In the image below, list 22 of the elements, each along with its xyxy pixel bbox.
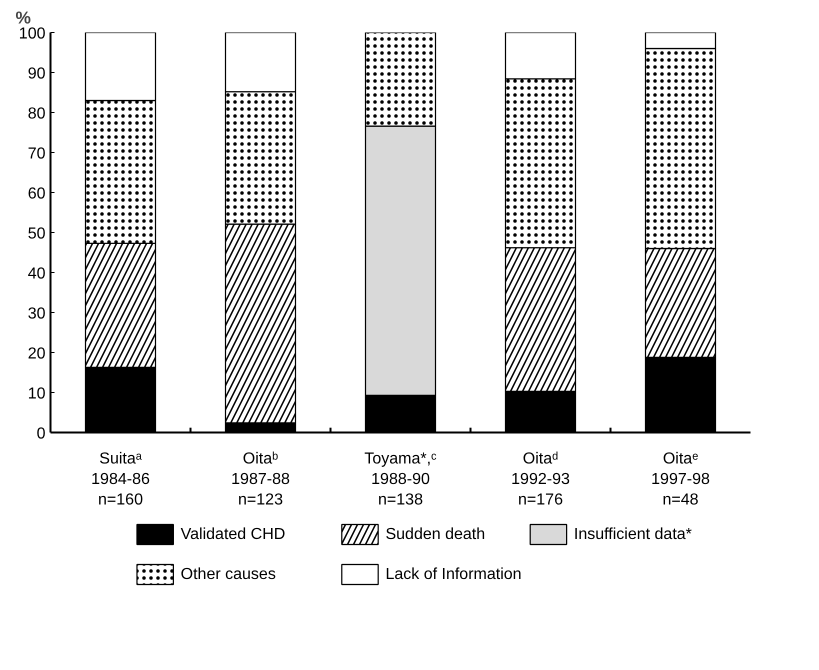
- x-tick-label: Toyama*,ᶜ 1988-90 n=138: [364, 450, 438, 508]
- y-tick-label: 10: [28, 386, 46, 402]
- y-tick-label: 50: [28, 226, 46, 242]
- x-tick-label: Oitaᵉ 1997-98 n=48: [651, 450, 710, 508]
- y-tick-label: 90: [28, 66, 46, 82]
- y-tick-label: 30: [28, 306, 46, 322]
- y-tick-label: 60: [28, 186, 46, 202]
- legend-label: Other causes: [180, 566, 276, 583]
- y-tick-label: 40: [28, 266, 46, 282]
- legend-label: Insufficient data*: [574, 526, 692, 543]
- y-tick-label: 0: [36, 426, 46, 442]
- x-tick-label: Oitaᵇ 1987-88 n=123: [231, 450, 290, 508]
- y-tick-label: 80: [28, 106, 46, 122]
- x-tick-label: Suitaᵃ 1984-86 n=160: [91, 450, 150, 508]
- y-axis-title: %: [16, 8, 31, 28]
- y-tick-label: 20: [28, 346, 46, 362]
- legend-label: Sudden death: [385, 526, 486, 543]
- y-tick-label: 100: [18, 26, 46, 42]
- legend-label: Lack of Information: [385, 566, 522, 583]
- x-tick-label: Oitaᵈ 1992-93 n=176: [511, 450, 570, 508]
- legend-label: Validated CHD: [180, 526, 286, 543]
- y-tick-label: 70: [28, 146, 46, 162]
